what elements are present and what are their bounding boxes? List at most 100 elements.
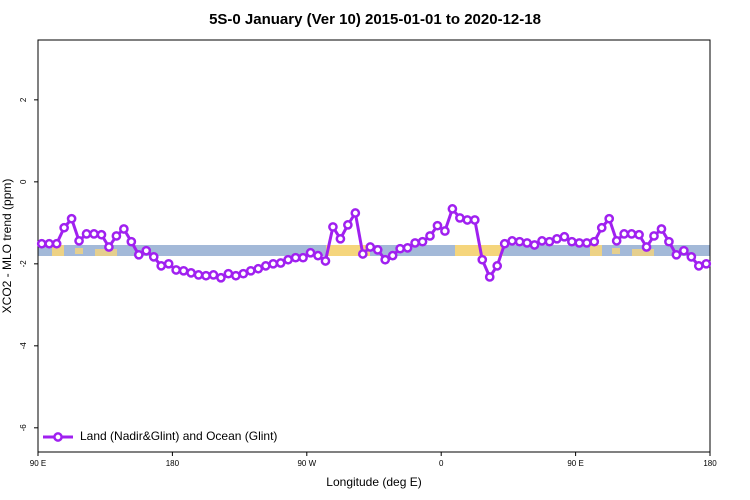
data-point xyxy=(260,261,271,271)
data-point xyxy=(104,242,114,252)
data-point xyxy=(567,236,577,247)
data-point xyxy=(96,229,107,240)
data-point xyxy=(634,229,644,240)
land-patch xyxy=(455,245,503,256)
data-point xyxy=(148,252,159,262)
data-point xyxy=(619,229,629,239)
data-point xyxy=(216,272,226,283)
data-point xyxy=(537,236,547,246)
data-point xyxy=(111,231,122,241)
data-point xyxy=(589,236,600,247)
data-point xyxy=(186,268,196,278)
y-axis-label: XCO2 - MLO trend (ppm) xyxy=(0,179,14,314)
data-point xyxy=(679,245,689,256)
legend-marker xyxy=(53,432,63,442)
data-point xyxy=(522,238,532,248)
data-point xyxy=(81,229,92,239)
data-point xyxy=(649,231,659,241)
data-point xyxy=(425,231,435,241)
data-point xyxy=(126,236,137,247)
data-point xyxy=(417,236,428,247)
data-point xyxy=(238,268,249,279)
data-point xyxy=(552,233,562,244)
land-patch xyxy=(75,248,83,254)
legend-label: Land (Nadir&Glint) and Ocean (Glint) xyxy=(80,429,277,443)
data-point xyxy=(693,261,704,271)
data-point xyxy=(193,270,204,280)
data-point xyxy=(559,231,570,242)
data-point xyxy=(201,270,211,281)
land-patch xyxy=(326,245,370,256)
data-point xyxy=(231,270,241,281)
data-point xyxy=(298,252,308,263)
data-point xyxy=(492,261,503,271)
y-tick-label: -4 xyxy=(19,342,28,350)
data-point xyxy=(163,258,174,269)
data-point xyxy=(447,204,458,214)
land-patch xyxy=(590,245,602,256)
data-point xyxy=(574,238,585,248)
data-point xyxy=(335,233,346,244)
x-tick-label: 180 xyxy=(703,459,717,468)
data-point xyxy=(305,247,316,258)
data-point xyxy=(656,224,667,234)
data-point xyxy=(178,265,189,276)
data-point xyxy=(477,254,488,265)
x-axis-label: Longitude (deg E) xyxy=(326,475,421,489)
data-point xyxy=(245,265,256,276)
data-point xyxy=(350,208,361,218)
data-point xyxy=(410,238,420,248)
y-tick-label: -2 xyxy=(19,260,28,268)
data-point xyxy=(402,242,413,253)
data-point xyxy=(507,236,517,246)
x-tick-label: 90 E xyxy=(30,459,46,468)
data-point xyxy=(357,249,368,259)
data-point xyxy=(671,249,682,260)
data-point xyxy=(544,236,555,247)
data-point xyxy=(641,242,652,252)
data-point xyxy=(596,222,607,233)
data-point xyxy=(664,236,674,247)
data-point xyxy=(686,252,697,262)
x-tick-label: 180 xyxy=(166,459,180,468)
data-point xyxy=(283,254,293,265)
data-point xyxy=(499,238,510,249)
land-patch xyxy=(52,245,64,256)
data-point xyxy=(51,238,62,249)
chart-title: 5S-0 January (Ver 10) 2015-01-01 to 2020… xyxy=(209,11,541,28)
data-point xyxy=(268,258,279,269)
data-point xyxy=(462,215,473,225)
data-point xyxy=(701,258,712,269)
data-point xyxy=(469,215,480,225)
data-point xyxy=(611,236,622,246)
data-point xyxy=(432,220,443,231)
data-point xyxy=(484,272,495,282)
data-point xyxy=(275,258,286,268)
y-tick-label: -6 xyxy=(19,424,28,432)
data-point xyxy=(626,229,637,239)
data-point xyxy=(66,213,77,224)
data-point xyxy=(529,240,540,250)
data-point xyxy=(313,250,323,261)
data-point xyxy=(223,268,234,279)
y-tick-label: 2 xyxy=(19,97,28,102)
y-tick-label: 0 xyxy=(19,179,28,184)
land-patch xyxy=(632,249,654,256)
data-point xyxy=(253,263,264,274)
x-tick-label: 90 E xyxy=(567,459,583,468)
data-point xyxy=(119,224,129,234)
data-point xyxy=(36,238,47,249)
data-point xyxy=(343,220,353,230)
data-point xyxy=(372,245,383,255)
data-point xyxy=(380,254,391,265)
x-tick-label: 0 xyxy=(439,459,444,468)
data-point xyxy=(208,270,219,280)
land-patch xyxy=(612,248,620,254)
data-point xyxy=(455,213,465,223)
data-point xyxy=(290,252,301,263)
data-point xyxy=(89,229,99,239)
data-point xyxy=(581,238,592,248)
data-point xyxy=(320,256,331,266)
data-point xyxy=(156,261,167,271)
data-point xyxy=(514,236,525,247)
